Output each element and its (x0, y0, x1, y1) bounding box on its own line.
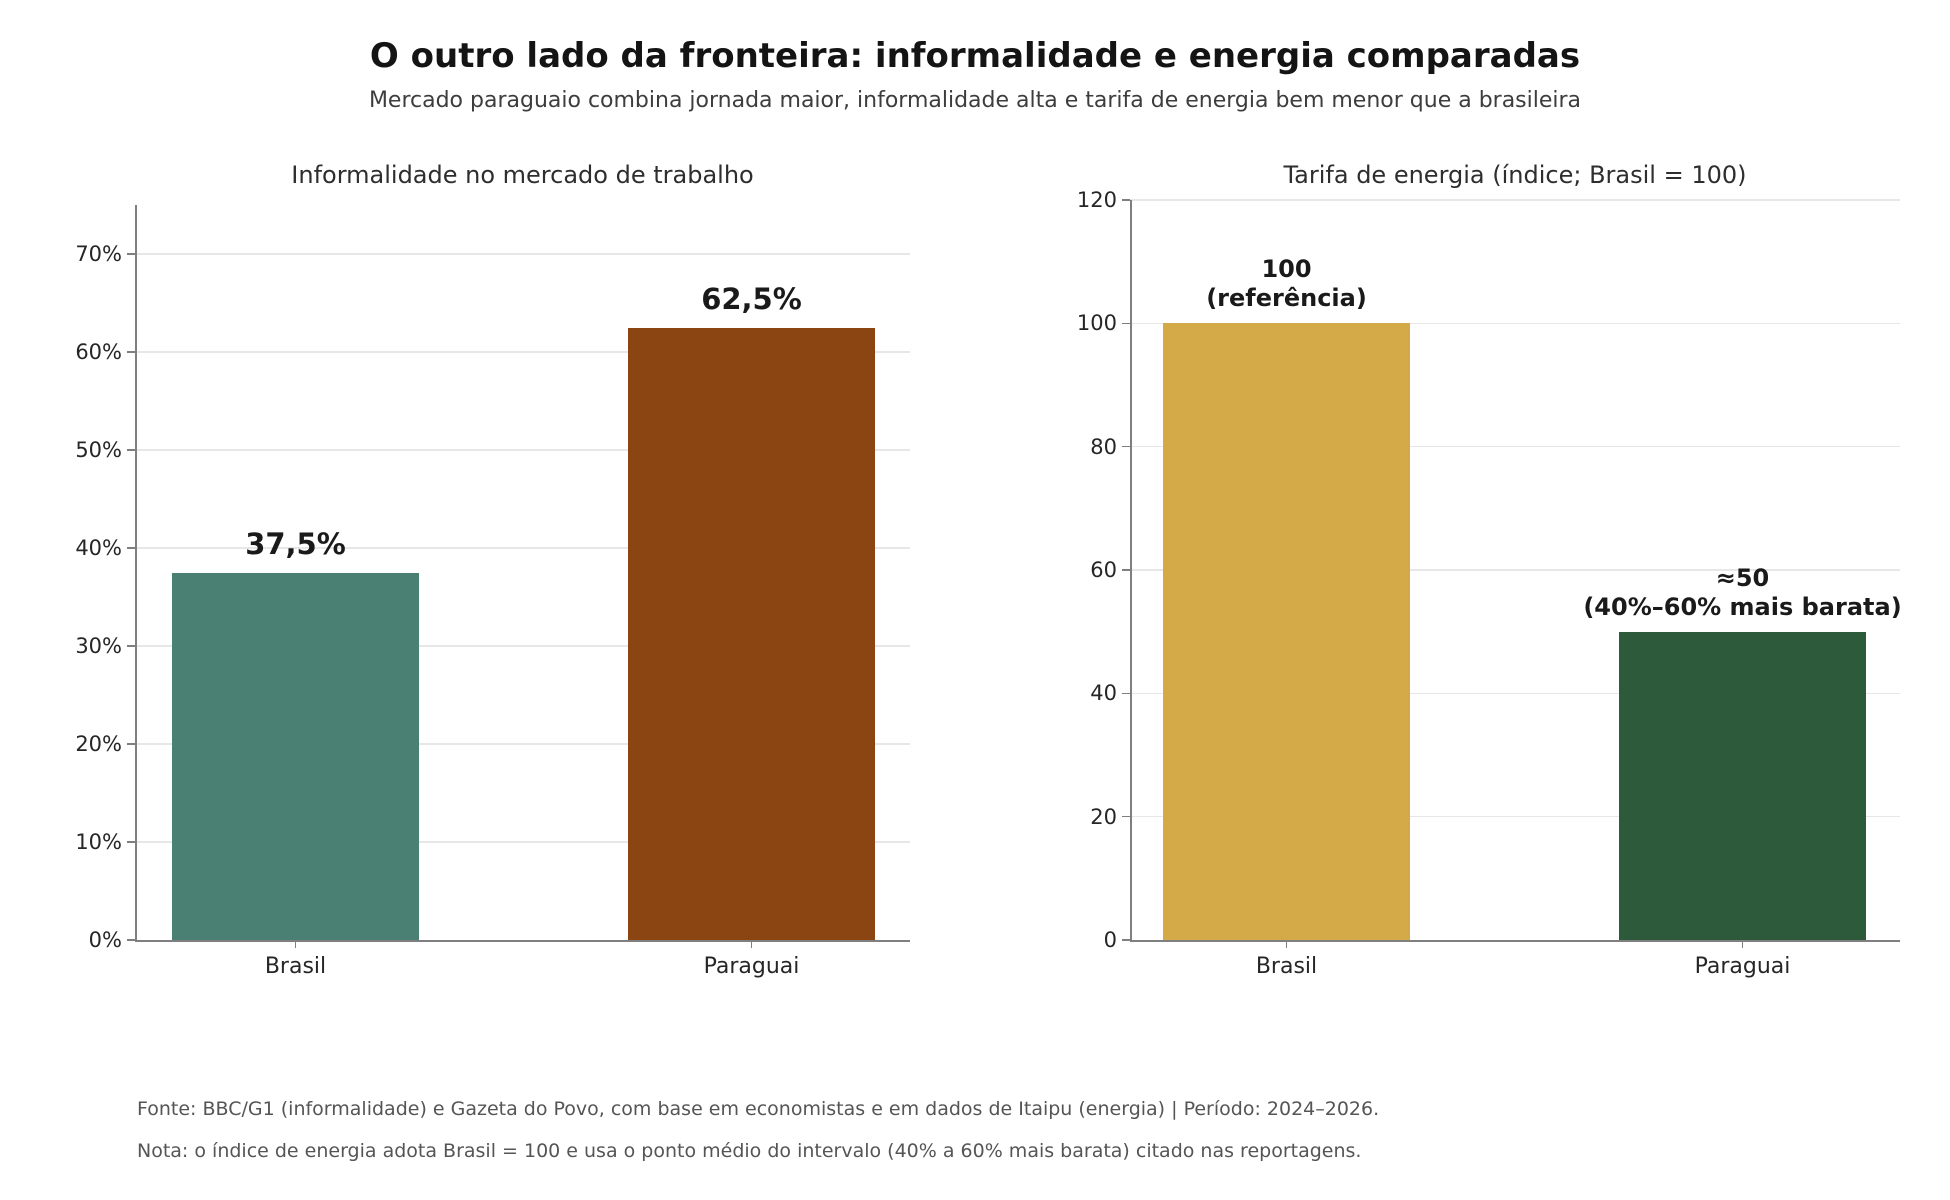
gridline (135, 645, 910, 647)
bar-value-label-line: 62,5% (701, 281, 802, 316)
y-tickmark (127, 449, 135, 451)
x-tick-label-brasil: Brasil (264, 954, 327, 979)
gridline (135, 743, 910, 745)
x-tick-label-paraguai: Paraguai (1694, 954, 1791, 979)
bar-value-label: 62,5% (352, 282, 1152, 316)
bar-value-label-line: 37,5% (245, 526, 346, 561)
y-tick-label: 30% (75, 634, 122, 658)
bar-paraguai (1619, 631, 1866, 940)
x-tick-label-paraguai: Paraguai (703, 954, 800, 979)
x-tickmark (1741, 940, 1744, 948)
y-tickmark (1122, 815, 1130, 818)
gridline (1130, 445, 1900, 448)
informality-chart-title: Informalidade no mercado de trabalho (291, 161, 754, 189)
x-tickmark (750, 940, 753, 948)
y-tick-label: 70% (75, 242, 122, 266)
y-tickmark (1122, 692, 1130, 695)
y-axis-spine (135, 205, 137, 942)
y-tickmark (1122, 939, 1130, 941)
x-axis-spine (135, 940, 910, 942)
y-tick-label: 40 (1090, 681, 1117, 706)
y-axis-spine (1130, 200, 1132, 942)
bar-value-label-line: ≈50 (1715, 563, 1770, 592)
x-axis-spine (1130, 940, 1900, 942)
y-tick-label: 20 (1090, 804, 1117, 829)
figure-subtitle: Mercado paraguaio combina jornada maior,… (368, 88, 1582, 113)
y-tickmark (127, 841, 135, 843)
gridline (1130, 322, 1900, 325)
gridline (135, 351, 910, 353)
y-tick-label: 60 (1090, 558, 1117, 582)
y-tick-label: 120 (1076, 188, 1117, 212)
y-tick-label: 0 (1103, 928, 1117, 952)
y-tickmark (127, 547, 135, 549)
bar-value-label-line: 100 (1261, 255, 1312, 284)
bar-paraguai (628, 327, 875, 940)
gridline (135, 547, 910, 549)
y-tickmark (1122, 445, 1130, 448)
y-tickmark (127, 645, 135, 647)
bar-value-label-line: (referência) (1206, 284, 1367, 313)
y-tickmark (1122, 322, 1130, 325)
bar-value-label: 100 (referência) (887, 255, 1687, 313)
figure-title: O outro lado da fronteira: informalidade… (369, 36, 1581, 76)
gridline (135, 841, 910, 843)
energy-chart-title: Tarifa de energia (índice; Brasil = 100) (1283, 161, 1747, 189)
x-tickmark (1285, 940, 1288, 948)
y-tick-label: 100 (1076, 311, 1117, 336)
y-tickmark (127, 743, 135, 745)
note-text: Nota: o índice de energia adota Brasil =… (137, 1140, 1362, 1162)
y-tickmark (1122, 569, 1130, 571)
x-tickmark (294, 940, 297, 948)
y-tick-label: 10% (75, 830, 122, 854)
y-tick-label: 40% (75, 536, 122, 560)
y-tick-label: 20% (75, 732, 122, 756)
y-tickmark (127, 939, 135, 941)
gridline (1130, 569, 1900, 571)
gridline (1130, 199, 1900, 201)
gridline (135, 449, 910, 451)
y-tickmark (1122, 199, 1130, 201)
bar-value-label: ≈50 (40%–60% mais barata) (1343, 564, 1950, 622)
bar-brasil (172, 572, 419, 940)
gridline (1130, 692, 1900, 695)
bar-value-label-line: (40%–60% mais barata) (1583, 592, 1902, 621)
y-tick-label: 50% (75, 438, 122, 462)
y-tick-label: 0% (88, 928, 122, 952)
y-tick-label: 80 (1090, 434, 1117, 459)
y-tickmark (127, 351, 135, 353)
bar-brasil (1163, 323, 1410, 940)
source-text: Fonte: BBC/G1 (informalidade) e Gazeta d… (137, 1098, 1380, 1120)
x-tick-label-brasil: Brasil (1255, 954, 1318, 979)
y-tickmark (127, 253, 135, 255)
bar-value-label: 37,5% (0, 527, 696, 561)
y-tick-label: 60% (75, 340, 122, 364)
gridline (1130, 815, 1900, 818)
gridline (135, 253, 910, 255)
